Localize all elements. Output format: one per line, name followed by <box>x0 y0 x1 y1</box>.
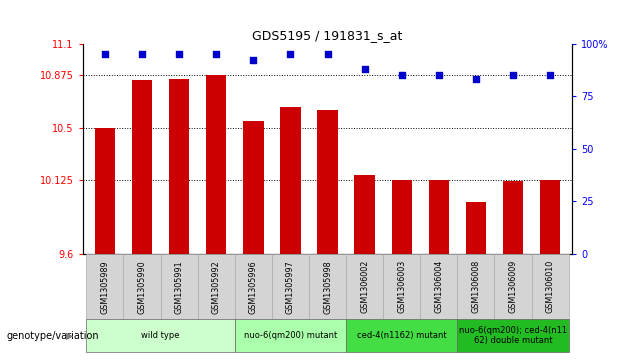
Text: GSM1305996: GSM1305996 <box>249 260 258 314</box>
Text: GSM1305990: GSM1305990 <box>137 260 146 314</box>
Bar <box>198 254 235 319</box>
Bar <box>86 319 235 352</box>
Text: GSM1306009: GSM1306009 <box>509 260 518 314</box>
Point <box>211 51 221 57</box>
Bar <box>346 254 384 319</box>
Bar <box>235 319 346 352</box>
Bar <box>466 202 486 254</box>
Bar <box>540 180 560 254</box>
Text: GSM1305997: GSM1305997 <box>286 260 295 314</box>
Bar <box>243 122 263 254</box>
Bar <box>354 175 375 254</box>
Bar <box>503 181 523 254</box>
Text: GSM1306008: GSM1306008 <box>471 260 480 313</box>
Text: ced-4(n1162) mutant: ced-4(n1162) mutant <box>357 331 446 340</box>
Bar <box>132 80 152 254</box>
Bar <box>95 128 115 254</box>
Point <box>545 72 555 78</box>
Bar <box>346 319 457 352</box>
Bar <box>383 254 420 319</box>
Bar <box>457 319 569 352</box>
Text: GSM1305991: GSM1305991 <box>175 260 184 314</box>
Text: nuo-6(qm200); ced-4(n11
62) double mutant: nuo-6(qm200); ced-4(n11 62) double mutan… <box>459 326 567 346</box>
Text: GSM1306002: GSM1306002 <box>360 260 369 314</box>
Point <box>322 51 333 57</box>
Bar <box>495 254 532 319</box>
Text: wild type: wild type <box>141 331 180 340</box>
Bar <box>309 254 346 319</box>
Bar <box>160 254 198 319</box>
Bar <box>235 254 272 319</box>
Bar <box>317 110 338 254</box>
Point <box>286 51 296 57</box>
Text: GSM1305998: GSM1305998 <box>323 260 332 314</box>
Bar <box>206 75 226 254</box>
Bar <box>429 180 449 254</box>
Bar <box>123 254 160 319</box>
Text: GSM1306010: GSM1306010 <box>546 260 555 313</box>
Text: nuo-6(qm200) mutant: nuo-6(qm200) mutant <box>244 331 337 340</box>
Text: ▶: ▶ <box>66 331 73 341</box>
Point <box>100 51 110 57</box>
Point <box>471 77 481 82</box>
Bar <box>532 254 569 319</box>
Text: GSM1306004: GSM1306004 <box>434 260 443 313</box>
Bar <box>457 254 495 319</box>
Bar <box>392 180 412 254</box>
Point <box>397 72 407 78</box>
Title: GDS5195 / 191831_s_at: GDS5195 / 191831_s_at <box>252 29 403 42</box>
Bar <box>86 254 123 319</box>
Point <box>174 51 184 57</box>
Text: genotype/variation: genotype/variation <box>6 331 99 341</box>
Text: GSM1305989: GSM1305989 <box>100 260 109 314</box>
Bar <box>420 254 457 319</box>
Bar <box>272 254 309 319</box>
Point <box>434 72 444 78</box>
Point <box>508 72 518 78</box>
Bar <box>280 107 301 254</box>
Text: GSM1305992: GSM1305992 <box>212 260 221 314</box>
Point <box>137 51 147 57</box>
Point <box>248 57 258 63</box>
Point <box>359 66 370 72</box>
Bar <box>169 79 190 254</box>
Text: GSM1306003: GSM1306003 <box>398 260 406 313</box>
